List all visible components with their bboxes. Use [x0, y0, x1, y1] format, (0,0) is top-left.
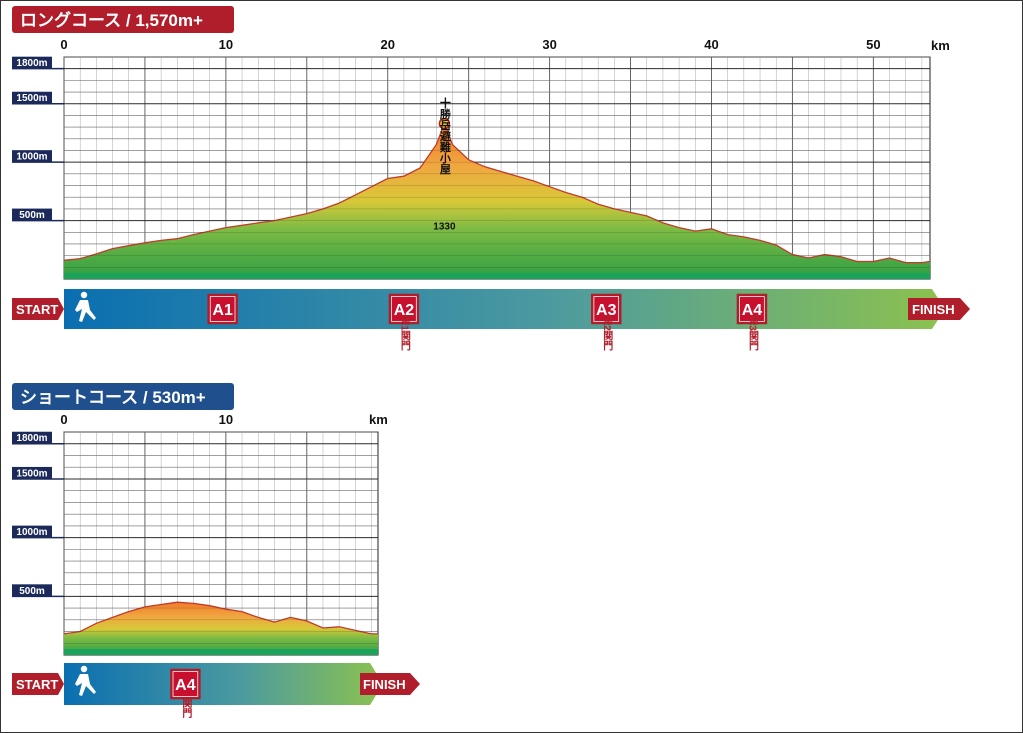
short-y-tick: 500m	[12, 584, 64, 598]
long-finish-label: FINISH	[912, 302, 955, 317]
short-y-tick-bg	[12, 431, 52, 444]
long-y-tick-label: 1500m	[16, 93, 47, 104]
long-start-tag: START	[12, 298, 64, 320]
aid-station-fill	[739, 297, 764, 321]
aid-station-fill	[210, 297, 235, 321]
aid-station-cutoff-note: 第1関門	[398, 314, 410, 352]
long-course-title-bg	[12, 6, 234, 33]
short-y-tick: 1500m	[12, 466, 64, 480]
short-course-title-badge: ショートコース / 530m+	[12, 383, 234, 410]
long-y-tick: 1800m	[12, 56, 64, 70]
short-y-tick-label: 1000m	[16, 527, 47, 538]
long-course-y-ticks: 1800m 1500m 1000m 500m	[12, 56, 64, 222]
aid-station-fill	[173, 672, 198, 696]
short-y-tick: 1000m	[12, 525, 64, 539]
short-course-title-bg	[12, 383, 234, 410]
aid-station-label: A1	[212, 302, 233, 319]
short-course-route-bar: START FINISH A4 関門	[12, 663, 420, 719]
aid-station-a1: A1	[207, 293, 238, 325]
aid-station-fill	[594, 297, 619, 321]
long-y-tick-bg	[12, 91, 52, 104]
short-ground-band	[64, 649, 378, 655]
short-y-tick-bg	[12, 525, 52, 538]
short-course-bar	[64, 663, 383, 705]
aid-station-a4: A4 関門	[170, 668, 201, 719]
long-x-tick-label: 50	[866, 37, 880, 52]
short-course-x-ticks: 0 10	[60, 412, 233, 427]
long-course-bar	[64, 289, 945, 329]
summit-name: 十勝岳避難小屋	[438, 96, 452, 175]
short-y-tick: 1800m	[12, 431, 64, 445]
aid-station-fill	[391, 297, 416, 321]
long-start-label: START	[16, 302, 58, 317]
long-y-tick-label: 1000m	[16, 152, 47, 163]
short-y-tick-label: 1500m	[16, 468, 47, 479]
short-course-x-unit: km	[369, 412, 388, 427]
long-x-tick-label: 20	[381, 37, 395, 52]
long-course-x-ticks: 0 10 20 30 40 50	[60, 37, 880, 52]
short-aid-stations: A4 関門	[170, 668, 201, 719]
summit-dot	[438, 117, 451, 130]
long-grid-overlay	[64, 56, 930, 279]
summit-elevation: 1330	[433, 222, 456, 233]
long-x-tick-label: 40	[704, 37, 718, 52]
runner-icon	[75, 665, 96, 696]
long-course-elevation-area	[64, 123, 930, 279]
short-y-tick-bg	[12, 466, 52, 479]
aid-station-cutoff-note: 関門	[180, 698, 192, 719]
long-y-tick: 500m	[12, 208, 64, 222]
long-course-title: ロングコース / 1,570m+	[20, 10, 203, 30]
short-course-y-ticks: 1800m 1500m 1000m 500m	[12, 431, 64, 598]
long-y-tick: 1500m	[12, 91, 64, 105]
aid-station-label: A3	[596, 302, 617, 319]
short-x-tick-label: 0	[60, 412, 67, 427]
long-y-tick-label: 500m	[19, 210, 45, 221]
runner-icon	[75, 291, 96, 322]
long-finish-tag: FINISH	[908, 298, 970, 320]
long-course-chart: ロングコース / 1,570m+ 0 10 20 30 40 50 km 1800m 150…	[12, 6, 970, 352]
long-y-tick-label: 1800m	[16, 58, 47, 69]
long-course-elevation-line	[63, 121, 931, 264]
long-y-tick-bg	[12, 56, 52, 69]
short-start-label: START	[16, 677, 58, 692]
long-x-tick-label: 30	[542, 37, 556, 52]
long-y-tick-bg	[12, 208, 52, 221]
aid-station-cutoff-note: 第3関門	[746, 314, 758, 352]
short-finish-tag: FINISH	[360, 673, 420, 695]
aid-station-cutoff-note: 第2関門	[601, 314, 613, 352]
short-grid-overlay	[64, 431, 378, 655]
short-y-tick-bg	[12, 584, 52, 597]
long-x-tick-label: 10	[219, 37, 233, 52]
short-x-tick-label: 10	[219, 412, 233, 427]
aid-station-label: A4	[175, 677, 196, 694]
aid-station-label: A4	[742, 302, 763, 319]
long-course-x-unit: km	[931, 38, 950, 53]
short-start-tag: START	[12, 673, 64, 695]
short-course-title: ショートコース / 530m+	[20, 388, 206, 407]
summit-marker: 十勝岳避難小屋 1330	[433, 96, 456, 233]
long-ground-band	[64, 273, 930, 279]
short-course-elevation-area	[64, 602, 378, 655]
short-finish-label: FINISH	[363, 677, 406, 692]
long-y-tick: 1000m	[12, 150, 64, 163]
short-course-elevation-line	[63, 601, 378, 635]
long-course-title-badge: ロングコース / 1,570m+	[12, 6, 234, 33]
long-y-tick-bg	[12, 150, 52, 163]
aid-station-label: A2	[394, 302, 415, 319]
short-course-chart: ショートコース / 530m+ 0 10 km 1800m 1500m 1000m 50…	[12, 383, 420, 719]
long-x-tick-label: 0	[60, 37, 67, 52]
short-y-tick-label: 500m	[19, 586, 45, 597]
short-y-tick-label: 1800m	[16, 433, 47, 444]
